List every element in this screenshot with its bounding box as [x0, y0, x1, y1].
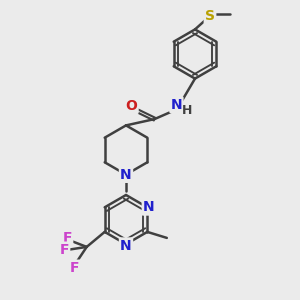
Text: F: F [59, 243, 69, 257]
Text: N: N [143, 200, 154, 214]
Text: O: O [125, 99, 137, 112]
Text: F: F [62, 231, 72, 245]
Text: F: F [70, 261, 80, 275]
Text: N: N [120, 168, 132, 182]
Text: S: S [205, 9, 215, 23]
Text: H: H [182, 104, 192, 117]
Text: N: N [120, 239, 132, 253]
Text: N: N [171, 98, 182, 112]
